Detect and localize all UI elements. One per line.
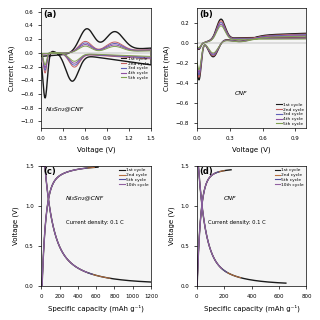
Text: (b): (b): [199, 10, 213, 19]
Text: (c): (c): [44, 167, 56, 176]
Text: Current density: 0.1 C: Current density: 0.1 C: [208, 220, 266, 225]
Legend: 1st cycle, 2nd cycle, 3rd cycle, 4th cycle, 5th cycle: 1st cycle, 2nd cycle, 3rd cycle, 4th cyc…: [119, 55, 151, 82]
Text: CNF: CNF: [224, 196, 237, 201]
Text: CNF: CNF: [235, 91, 248, 96]
Y-axis label: Voltage (V): Voltage (V): [168, 207, 175, 245]
X-axis label: Voltage (V): Voltage (V): [77, 147, 116, 153]
Legend: 1st cycle, 2nd cycle, 5th cycle, 10th cycle: 1st cycle, 2nd cycle, 5th cycle, 10th cy…: [118, 166, 151, 188]
Text: Ni₃Sn₂@CNF: Ni₃Sn₂@CNF: [66, 196, 104, 201]
Text: Ni₃Sn₂@CNF: Ni₃Sn₂@CNF: [46, 106, 84, 111]
Legend: 1st cycle, 2nd cycle, 3rd cycle, 4th cycle, 5th cycle: 1st cycle, 2nd cycle, 3rd cycle, 4th cyc…: [275, 101, 306, 128]
Text: (a): (a): [44, 10, 57, 19]
Legend: 1st cycle, 2nd cycle, 5th cycle, 10th cycle: 1st cycle, 2nd cycle, 5th cycle, 10th cy…: [273, 166, 306, 188]
X-axis label: Specific capacity (mAh g⁻¹): Specific capacity (mAh g⁻¹): [48, 304, 144, 312]
X-axis label: Voltage (V): Voltage (V): [232, 147, 271, 153]
Y-axis label: Current (mA): Current (mA): [8, 45, 15, 91]
Y-axis label: Current (mA): Current (mA): [164, 45, 170, 91]
Text: Current density: 0.1 C: Current density: 0.1 C: [66, 220, 123, 225]
Text: (d): (d): [199, 167, 213, 176]
X-axis label: Specific capacity (mAh g⁻¹): Specific capacity (mAh g⁻¹): [204, 304, 300, 312]
Y-axis label: Voltage (V): Voltage (V): [13, 207, 20, 245]
